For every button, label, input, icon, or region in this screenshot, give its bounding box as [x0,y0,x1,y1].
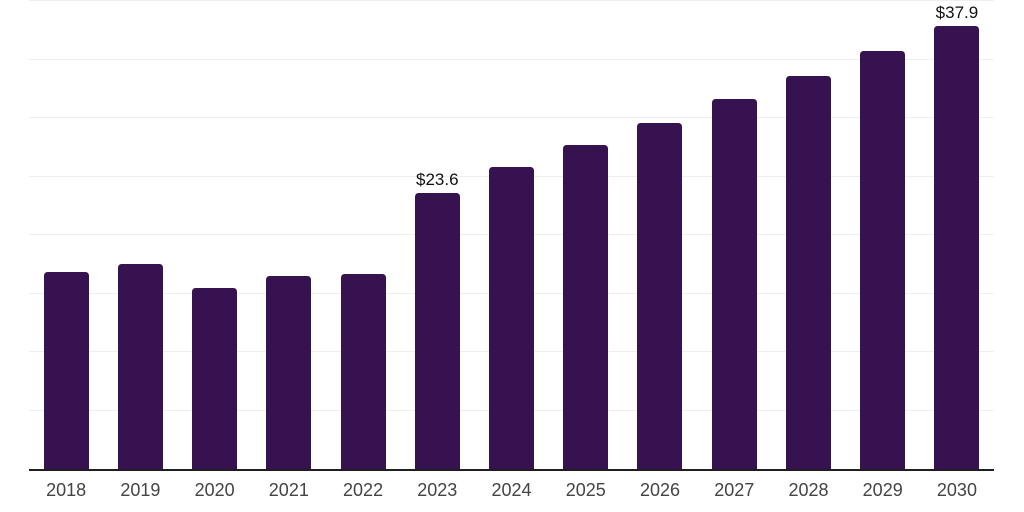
bar-2020 [192,288,238,469]
bar-2030 [934,26,980,469]
bar-group-2019 [103,1,177,469]
x-tick-2024: 2024 [491,480,532,500]
bar-group-2025 [549,1,623,469]
x-tick-2023: 2023 [417,480,458,500]
x-tick-2028: 2028 [788,480,829,500]
bar-group-2027 [697,1,771,469]
x-tick-2022: 2022 [343,480,384,500]
x-axis-labels: 2018 2019 2020 2021 2022 2023 2024 2025 2026 2027… [29,480,994,501]
x-tick-2020: 2020 [194,480,235,500]
bar-group-2021 [252,1,326,469]
bar-value-label-2023: $23.6 [416,170,459,189]
x-tick-2018: 2018 [46,480,87,500]
bar-group-2018 [29,1,103,469]
bar-2028 [785,76,831,469]
bar-value-label-2030: $37.9 [935,3,979,22]
bar-group-2029 [846,1,920,469]
x-tick-2021: 2021 [268,480,309,500]
bar-2018 [43,272,89,469]
bar-group-2030: $37.9 [920,1,994,469]
x-tick-2025: 2025 [565,480,606,500]
x-tick-2026: 2026 [639,480,681,500]
bar-2024 [489,167,535,469]
bar-2025 [563,145,609,469]
x-tick-2019: 2019 [120,480,161,500]
bar-group-2024 [474,1,548,469]
bar-group-2028 [771,1,845,469]
bar-2021 [266,276,312,469]
x-tick-2030: 2030 [936,480,977,500]
bar-2023 [414,193,460,469]
bar-2019 [117,264,163,469]
bar-group-2020 [177,1,251,469]
gridline-y30 [29,117,994,118]
plot-area: $23.6 $37.9 [29,0,994,471]
x-tick-2027: 2027 [714,480,755,500]
bar-group-2023: $23.6 [400,1,474,469]
bar-2026 [637,123,683,469]
bar-group-2022 [326,1,400,469]
x-tick-2029: 2029 [862,480,903,500]
bar-2027 [711,99,757,469]
bar-2029 [860,51,906,469]
bar-group-2026 [623,1,697,469]
bar-series: $23.6 $37.9 [29,1,994,469]
bar-2022 [340,274,386,469]
gridline-y40 [29,0,994,1]
gridline-y35 [29,58,994,60]
